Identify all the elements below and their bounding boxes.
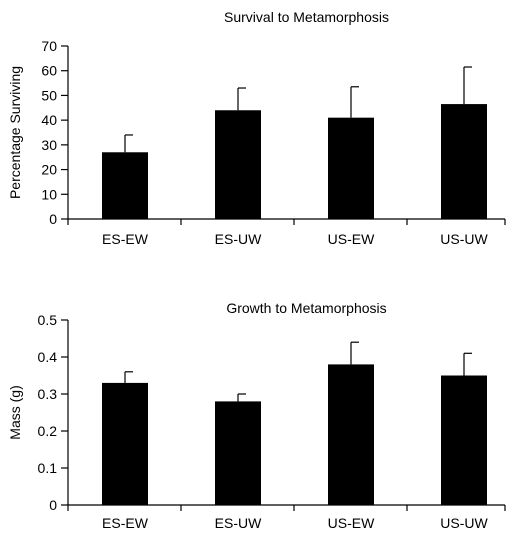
y-axis-title: Mass (g) <box>7 385 23 439</box>
bar-es-ew <box>102 382 148 505</box>
y-tick-label: 30 <box>41 137 57 153</box>
x-tick-label: ES-EW <box>102 515 149 531</box>
y-tick-label: 0.4 <box>38 349 58 365</box>
y-tick-label: 0.2 <box>38 423 58 439</box>
x-tick-label: US-EW <box>328 231 375 247</box>
x-tick-label: US-UW <box>440 231 488 247</box>
bar-us-ew <box>328 117 374 219</box>
bar-us-uw <box>441 104 487 219</box>
y-axis-title: Percentage Surviving <box>7 66 23 199</box>
bar-us-ew <box>328 364 374 505</box>
x-tick-label: ES-EW <box>102 231 149 247</box>
chart-title: Survival to Metamorphosis <box>224 9 389 25</box>
y-tick-label: 60 <box>41 63 57 79</box>
y-tick-label: 20 <box>41 162 57 178</box>
y-tick-label: 0.1 <box>38 460 58 476</box>
x-tick-label: US-UW <box>440 515 488 531</box>
y-tick-label: 0 <box>49 211 57 227</box>
x-tick-label: US-EW <box>328 515 375 531</box>
x-tick-label: ES-UW <box>215 231 262 247</box>
chart-title: Growth to Metamorphosis <box>226 300 386 316</box>
y-tick-label: 70 <box>41 38 57 54</box>
survival-chart: Survival to Metamorphosis Percentage Surv… <box>7 9 506 247</box>
y-tick-label: 0.5 <box>38 312 58 328</box>
bar-us-uw <box>441 375 487 505</box>
growth-chart: Growth to Metamorphosis Mass (g) 0 0.1 0.2 0.… <box>7 300 506 531</box>
y-tick-label: 0 <box>49 497 57 513</box>
bar-es-ew <box>102 152 148 219</box>
bar-es-uw <box>215 401 261 505</box>
y-tick-label: 10 <box>41 186 57 202</box>
x-tick-label: ES-UW <box>215 515 262 531</box>
y-tick-label: 50 <box>41 87 57 103</box>
y-tick-label: 0.3 <box>38 386 58 402</box>
bar-es-uw <box>215 110 261 219</box>
y-tick-label: 40 <box>41 112 57 128</box>
